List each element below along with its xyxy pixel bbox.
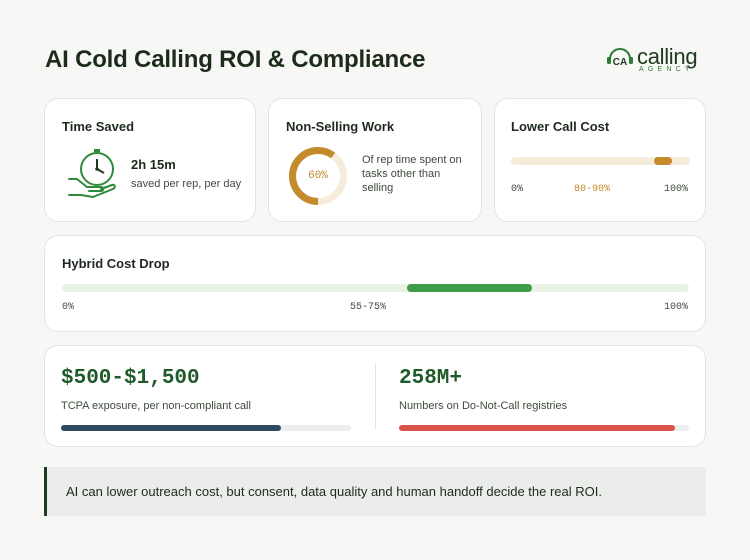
logo-subword: AGENCY (639, 66, 694, 73)
non-selling-description: Of rep time spent on tasks other than se… (362, 154, 462, 194)
range-max-label: 100% (664, 302, 689, 313)
summary-note-text: AI can lower outreach cost, but consent,… (66, 484, 602, 499)
logo-mark-text: CA (613, 57, 627, 68)
range-value-label: 80-90% (574, 184, 611, 195)
range-min-label: 0% (511, 184, 524, 195)
donut-percent-label: 60% (308, 170, 328, 182)
donut-arc (289, 147, 347, 205)
tcpa-label: TCPA exposure, per non-compliant call (61, 400, 251, 412)
stats-divider (375, 364, 376, 430)
summary-note: AI can lower outreach cost, but consent,… (44, 467, 706, 516)
card-title: Time Saved (62, 119, 135, 134)
dnc-label: Numbers on Do-Not-Call registries (399, 400, 568, 412)
time-saved-value: 2h 15m (131, 157, 176, 172)
range-fill (406, 284, 533, 292)
range-value-label: 55-75% (350, 302, 387, 313)
page-title: AI Cold Calling ROI & Compliance (45, 46, 426, 73)
dnc-bar-fill (399, 425, 675, 431)
brand-logo: CA calling AGENCY (606, 43, 710, 75)
card-title: Non-Selling Work (286, 119, 395, 134)
range-track (62, 284, 689, 292)
logo-word: calling (637, 44, 698, 69)
range-max-label: 100% (664, 184, 689, 195)
compliance-stats-card: $500-$1,500 TCPA exposure, per non-compl… (44, 345, 706, 447)
card-title: Hybrid Cost Drop (62, 256, 170, 271)
lower-call-cost-card: Lower Call Cost 0% 80-90% 100% (494, 98, 706, 222)
card-title: Lower Call Cost (511, 119, 610, 134)
time-saved-description: saved per rep, per day (131, 178, 242, 190)
time-saved-card: Time Saved 2h 15m saved per rep, per day (44, 98, 256, 222)
tcpa-bar-fill (61, 425, 282, 431)
clock-hand-icon (68, 149, 116, 198)
range-min-label: 0% (62, 302, 75, 313)
non-selling-work-card: Non-Selling Work 60% Of rep time spent o… (268, 98, 482, 222)
range-track (511, 157, 690, 165)
dnc-bar-track (399, 425, 689, 431)
tcpa-bar-track (61, 425, 351, 431)
range-fill (654, 157, 673, 165)
logo-mark-icon: CA (607, 48, 633, 68)
dnc-value: 258M+ (399, 367, 463, 390)
hybrid-cost-drop-card: Hybrid Cost Drop 0% 55-75% 100% (44, 235, 706, 332)
tcpa-value: $500-$1,500 (61, 367, 200, 390)
percent-donut (289, 147, 347, 205)
